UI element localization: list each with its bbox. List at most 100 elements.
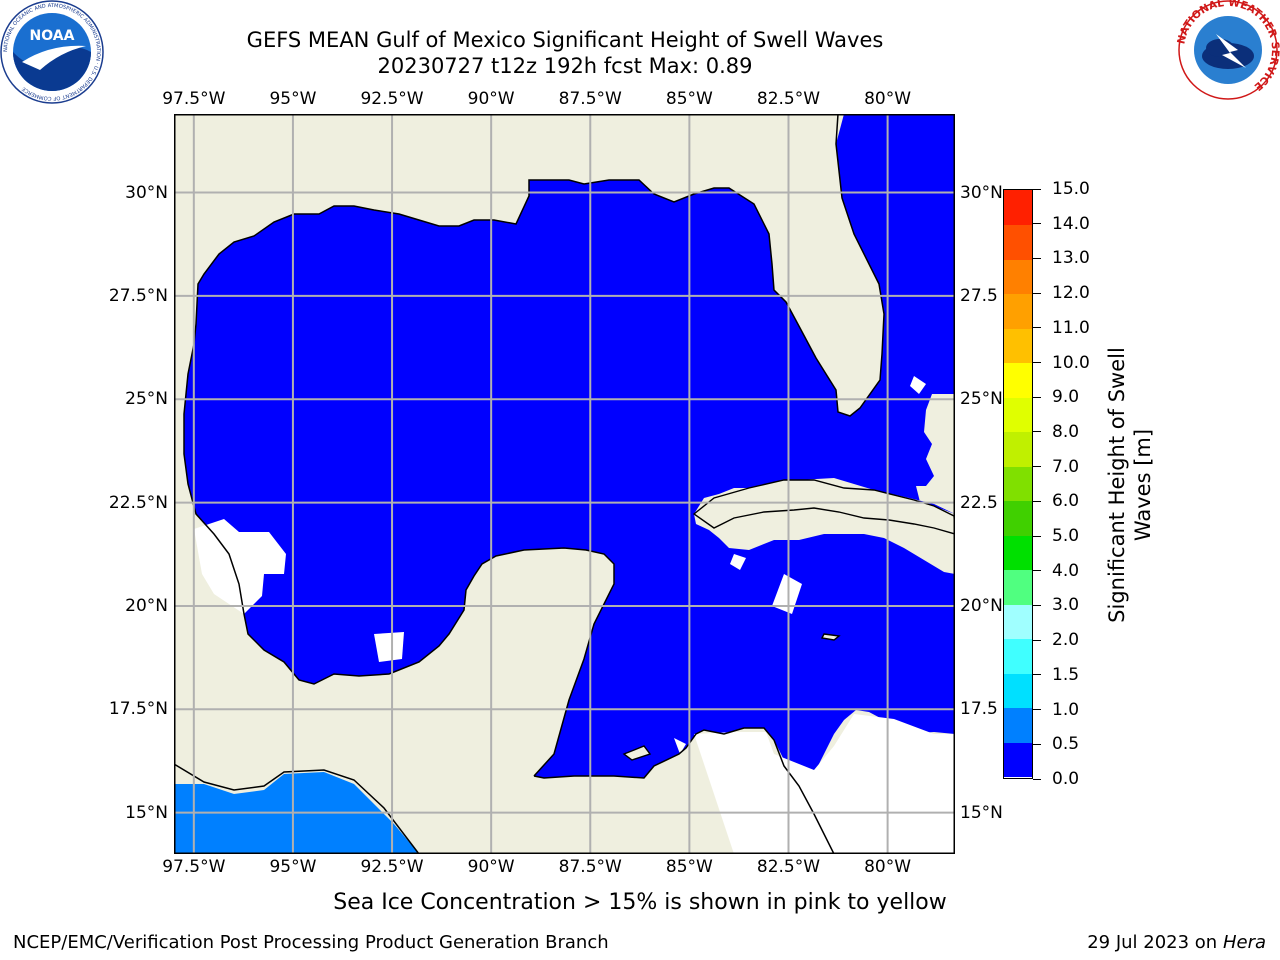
colorbar-tick-mark (1033, 362, 1041, 364)
map-title: GEFS MEAN Gulf of Mexico Significant Hei… (246, 28, 884, 52)
colorbar-segment (1004, 535, 1032, 571)
colorbar-tick-label: 8.0 (1052, 421, 1080, 442)
colorbar-tick-label: 13.0 (1052, 248, 1090, 269)
missing-data-patches (194, 376, 955, 854)
colorbar-tick-mark (1033, 396, 1041, 398)
lon-tick-label-bottom: 90°W (467, 857, 515, 877)
colorbar-tick-mark (1033, 743, 1041, 745)
lat-tick-label-right: 30°N (960, 182, 1003, 203)
islands (622, 479, 955, 761)
colorbar-tick-label: 3.0 (1052, 595, 1080, 616)
lon-tick-label-bottom: 80°W (864, 857, 912, 877)
colorbar-tick-mark (1033, 535, 1041, 537)
lon-tick-label-top: 82.5°W (756, 89, 821, 109)
colorbar-tick-label: 11.0 (1052, 317, 1090, 338)
colorbar-tick-mark (1033, 639, 1041, 641)
colorbar-label-line2: Waves [m] (1131, 428, 1155, 542)
lon-tick-label-bottom: 82.5°W (756, 857, 821, 877)
colorbar-tick-mark (1033, 223, 1041, 225)
colorbar-segment (1004, 259, 1032, 295)
colorbar-segment (1004, 742, 1032, 778)
lat-tick-label-left: 22.5°N (108, 492, 168, 513)
map-frame (174, 114, 955, 854)
colorbar-segment (1004, 190, 1032, 226)
lat-tick-label-left: 17.5°N (108, 699, 168, 720)
colorbar-tick-label: 0.5 (1052, 734, 1080, 755)
colorbar-label: Significant Height of Swell Waves [m] (1104, 285, 1156, 685)
colorbar-label-line1: Significant Height of Swell (1105, 347, 1129, 623)
lon-tick-label-top: 95°W (269, 89, 317, 109)
colorbar-segment (1004, 500, 1032, 536)
national-weather-service-logo: NATIONAL WEATHER SERVICE (1176, 0, 1280, 100)
colorbar-tick-label: 0.0 (1052, 769, 1080, 789)
colorbar-tick-mark (1033, 257, 1041, 259)
colorbar-segment (1004, 293, 1032, 329)
lon-tick-label-bottom: 95°W (269, 857, 317, 877)
colorbar-tick-mark (1033, 292, 1041, 294)
lon-tick-label-bottom: 92.5°W (360, 857, 424, 877)
machine-name: Hera (1222, 932, 1266, 953)
colorbar-tick-label: 4.0 (1052, 560, 1080, 581)
generation-date: 29 Jul 2023 on Hera (1087, 932, 1266, 953)
colorbar-tick-mark (1033, 604, 1041, 606)
colorbar-tick-label: 5.0 (1052, 526, 1080, 547)
lon-tick-label-top: 97.5°W (162, 89, 226, 109)
lat-tick-label-left: 27.5°N (108, 285, 168, 306)
colorbar-tick-label: 14.0 (1052, 213, 1090, 234)
lon-tick-label-bottom: 97.5°W (162, 857, 226, 877)
colorbar-tick-label: 12.0 (1052, 283, 1090, 304)
colorbar-tick-mark (1033, 570, 1041, 572)
lat-tick-label-right: 22.5 (960, 492, 998, 513)
colorbar-tick-mark (1033, 778, 1041, 780)
colorbar-tick-label: 6.0 (1052, 491, 1080, 512)
lat-tick-label-left: 30°N (125, 182, 168, 203)
colorbar-tick-mark (1033, 431, 1041, 433)
colorbar-segment (1004, 673, 1032, 709)
lon-tick-label-bottom: 87.5°W (558, 857, 622, 877)
lat-tick-label-left: 25°N (125, 389, 168, 410)
colorbar-tick-label: 2.0 (1052, 630, 1080, 651)
colorbar-tick-mark (1033, 674, 1041, 676)
lat-tick-label-right: 17.5 (960, 699, 998, 720)
lat-tick-label-right: 25°N (960, 389, 1003, 410)
colorbar-tick-label: 7.0 (1052, 456, 1080, 477)
lat-tick-label-right: 27.5 (960, 285, 998, 306)
lat-tick-label-right: 20°N (960, 595, 1003, 616)
colorbar-tick-label: 1.0 (1052, 699, 1080, 720)
colorbar-segment (1004, 707, 1032, 743)
colorbar-tick-label: 9.0 (1052, 387, 1080, 408)
lat-tick-label-left: 20°N (125, 595, 168, 616)
lon-tick-label-top: 85°W (665, 89, 713, 109)
date-text: 29 Jul 2023 on (1087, 932, 1218, 953)
noaa-logo: NATIONAL OCEANIC AND ATMOSPHERIC ADMINIS… (0, 0, 104, 104)
colorbar-segment (1004, 466, 1032, 502)
lat-tick-label-right: 15°N (960, 802, 1003, 823)
coastline (174, 114, 885, 854)
colorbar-segment (1004, 431, 1032, 467)
lon-tick-label-bottom: 85°W (665, 857, 713, 877)
lat-tick-label-left: 15°N (125, 802, 168, 823)
colorbar-segment (1004, 638, 1032, 674)
map-gridlines (174, 114, 955, 854)
swell-field-gulf (184, 114, 955, 794)
colorbar-tick-mark (1033, 327, 1041, 329)
colorbar-tick-label: 15.0 (1052, 179, 1090, 199)
lon-tick-label-top: 90°W (467, 89, 515, 109)
map-subtitle: 20230727 t12z 192h fcst Max: 0.89 (377, 54, 753, 78)
lon-tick-label-top: 80°W (864, 89, 912, 109)
colorbar-segment (1004, 569, 1032, 605)
colorbar-tick-label: 10.0 (1052, 352, 1090, 373)
colorbar-tick-mark (1033, 466, 1041, 468)
colorbar-segment (1004, 362, 1032, 398)
noaa-logo-text: NOAA (30, 28, 75, 44)
colorbar-tick-mark (1033, 188, 1041, 190)
lon-tick-label-top: 87.5°W (558, 89, 622, 109)
colorbar-segment (1004, 397, 1032, 433)
lon-tick-label-top: 92.5°W (360, 89, 424, 109)
credit-line: NCEP/EMC/Verification Post Processing Pr… (13, 932, 609, 953)
sea-ice-note: Sea Ice Concentration > 15% is shown in … (333, 890, 947, 915)
colorbar-segment (1004, 328, 1032, 364)
colorbar-tick-mark (1033, 709, 1041, 711)
gulf-of-mexico-map (174, 114, 955, 854)
colorbar-tick-mark (1033, 500, 1041, 502)
